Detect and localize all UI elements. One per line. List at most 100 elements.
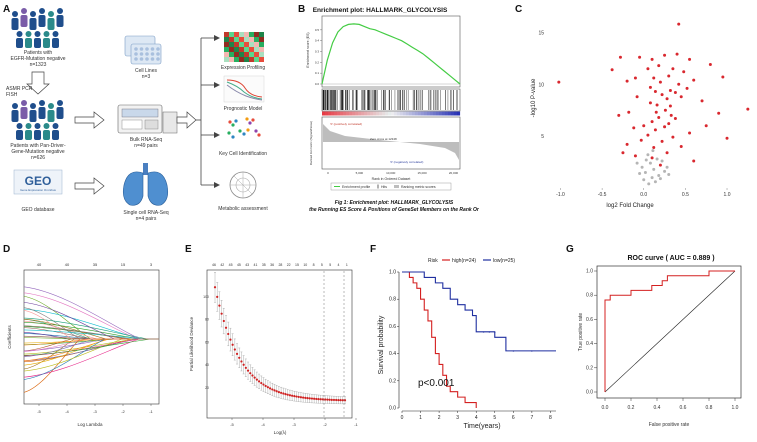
colorbar-cell <box>388 111 392 116</box>
volcano-point-nonsig <box>651 149 655 153</box>
roc-x-tick-label: 0.6 <box>680 405 687 411</box>
cv-point <box>337 398 340 402</box>
coefficient-path <box>23 302 159 340</box>
arrowhead-icon <box>214 35 220 41</box>
heatmap-cell <box>229 42 234 47</box>
cv-point <box>222 319 225 323</box>
colorbar-cell <box>424 111 428 116</box>
volcano-point-sig <box>625 142 629 146</box>
cv-point <box>229 338 232 341</box>
colorbar-cell <box>400 111 404 116</box>
volcano-axes: -1.0 -0.5 0.0 0.5 1.0 15 10 5 <box>538 30 730 198</box>
cv-top-tick: 42 <box>220 263 224 267</box>
heatmap-cell <box>254 42 259 47</box>
volcano-point-sig <box>692 159 696 163</box>
volcano-point-sig <box>618 55 622 59</box>
cv-point <box>266 386 269 389</box>
person-body-icon <box>47 110 55 122</box>
cv-top-tick: 5 <box>321 263 323 267</box>
censor-mark: + <box>488 329 491 334</box>
cluster-dot <box>245 117 249 121</box>
heatmap-cell <box>224 42 229 47</box>
down-arrow-icon <box>26 71 50 95</box>
gsea-x-tick: 10,000 <box>386 171 396 175</box>
volcano-point-nonsig <box>644 158 648 162</box>
heatmap-cell <box>234 32 239 37</box>
coefficient-path <box>23 286 159 340</box>
volcano-point-sig <box>652 146 656 150</box>
cv-top-tick: 45 <box>237 263 241 267</box>
km-curves: 0 1 2 3 4 5 6 7 80.00.20.40.60.81.0+ + ++ + <box>389 270 556 421</box>
censor-mark: + <box>512 348 515 353</box>
person-body-icon <box>38 15 46 27</box>
coefficient-path <box>23 321 159 340</box>
cv-point <box>299 396 303 399</box>
person-head-icon <box>12 11 18 17</box>
roc-y-tick-label: 0.4 <box>586 341 593 347</box>
gsea-title: Enrichment plot: HALLMARK_GLYCOLYSIS <box>313 7 448 14</box>
volcano-point-sig <box>663 53 667 57</box>
volcano-point-sig <box>685 86 689 90</box>
cv-point <box>295 395 298 398</box>
heatmap-cell <box>254 52 259 57</box>
cv-point <box>268 387 272 390</box>
heatmap-cell <box>244 42 249 47</box>
enrichment-curve <box>321 23 461 85</box>
cv-x-tick-label: -1 <box>354 422 358 427</box>
volcano-point-nonsig <box>642 178 646 182</box>
volcano-point-sig <box>668 88 672 92</box>
cv-top-tick: 36 <box>270 263 274 267</box>
colorbar-cell <box>391 111 395 116</box>
lasso-x-tick-label: -5 <box>37 409 41 414</box>
km-x-tick-label: 1 <box>419 415 422 421</box>
legend-hits: Hits <box>381 185 387 189</box>
es-tick-label: 0.1 <box>315 71 320 75</box>
cv-point <box>339 399 342 402</box>
colorbar-cell <box>325 111 329 116</box>
person-head-icon <box>57 100 63 106</box>
heatmap-cell <box>244 57 249 62</box>
cv-frame <box>206 269 353 419</box>
well-icon <box>134 57 138 61</box>
cv-point <box>343 399 347 402</box>
heatmap-cell <box>249 47 254 52</box>
cluster-dot <box>228 120 232 124</box>
cv-point <box>240 360 243 363</box>
volcano-point-sig <box>677 82 681 86</box>
lasso-top-tick: 40 <box>65 262 70 267</box>
colorbar-cell <box>430 111 434 116</box>
well-icon <box>156 57 160 61</box>
km-x-tick-label: 2 <box>438 415 441 421</box>
km-x-tick-label: 0 <box>401 415 404 421</box>
km-y-tick-label: 0.6 <box>389 324 396 330</box>
panel-letter-g: G <box>566 244 574 255</box>
person-body-icon <box>25 38 32 48</box>
panel-letter-a: A <box>3 4 10 15</box>
lasso-x-tick-label: -3 <box>93 409 97 414</box>
gsea-x-tick: 20,000 <box>449 171 459 175</box>
km-y-tick-label: 1.0 <box>389 270 396 276</box>
volcano-point-sig <box>646 67 650 71</box>
volcano-point-sig <box>673 116 677 120</box>
single-cell-count: n=4 pairs <box>136 216 157 222</box>
cv-point <box>262 383 265 386</box>
cv-point <box>280 391 283 394</box>
hit-lines <box>322 90 458 110</box>
colorbar-cell <box>433 111 437 116</box>
volcano-point-sig <box>671 135 675 139</box>
coefficient-path <box>23 317 159 340</box>
volcano-point-sig <box>648 85 652 89</box>
legend-metric-swatch <box>394 185 399 188</box>
output-bracket <box>196 37 214 186</box>
volcano-point-sig <box>682 70 686 74</box>
roc-y-tick-label: 0.0 <box>586 390 593 396</box>
volcano-point-sig <box>657 115 661 119</box>
cv-top-tick: 46 <box>212 263 216 267</box>
cv-point <box>310 397 314 400</box>
heatmap-cell <box>234 47 239 52</box>
heatmap-cell <box>244 52 249 57</box>
person-head-icon <box>12 103 18 109</box>
colorbar-cell <box>457 111 461 116</box>
volcano-point-sig <box>725 136 729 140</box>
volcano-point-nonsig <box>650 176 654 180</box>
